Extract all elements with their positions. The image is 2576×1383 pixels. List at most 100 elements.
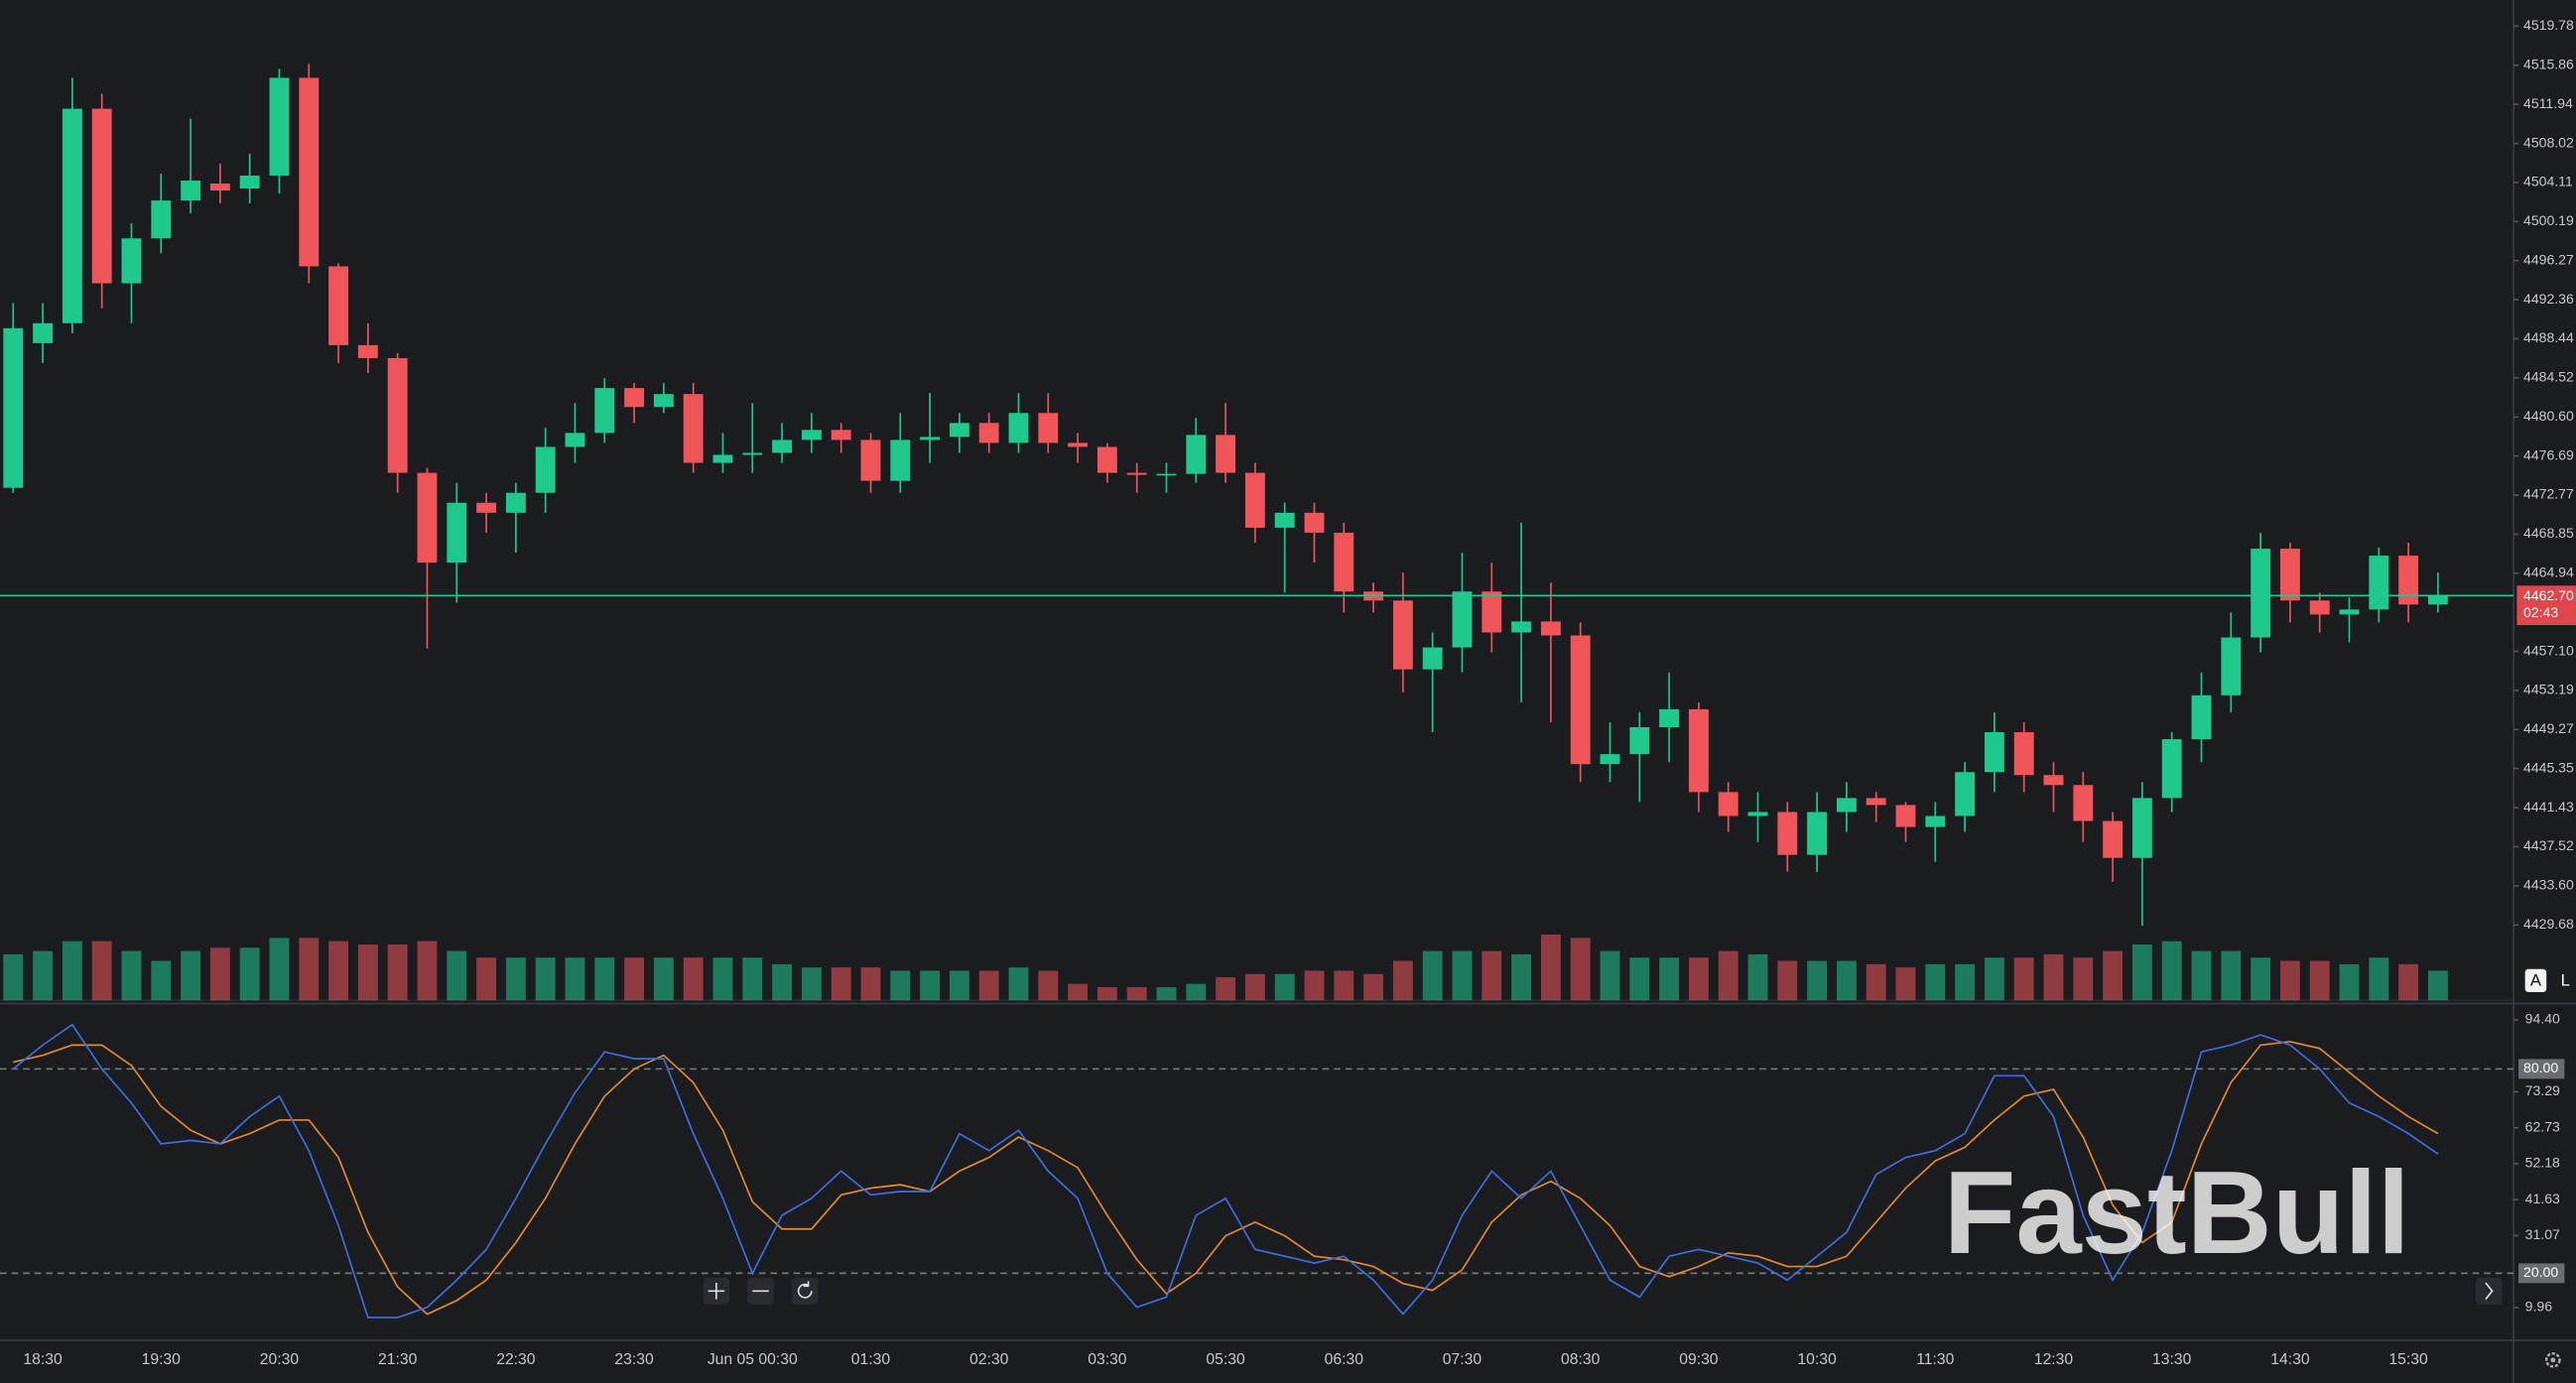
volume-bar (3, 953, 24, 1001)
x-tick-label: 14:30 (2270, 1351, 2310, 1368)
volume-bar (1925, 963, 1946, 1001)
candle-body (209, 184, 230, 191)
candle-body (1244, 472, 1265, 528)
candle-body (535, 446, 556, 493)
candle-body (712, 454, 733, 463)
x-tick-label: 15:30 (2388, 1351, 2428, 1368)
volume-bar (151, 960, 172, 1001)
volume-bar (920, 970, 941, 1001)
volume-bar (1244, 973, 1265, 1001)
x-tick-label: 23:30 (614, 1351, 654, 1368)
zoom-out[interactable] (747, 1278, 774, 1305)
osc-y-tick-label: 9.96 (2525, 1299, 2553, 1315)
scale-button[interactable] (2554, 968, 2576, 992)
volume-bar (1038, 970, 1059, 1001)
volume-bar (1156, 987, 1177, 1001)
volume-bar (62, 941, 82, 1001)
candle-body (1777, 812, 1798, 855)
osc-line-d (13, 1041, 2439, 1316)
settings[interactable] (2544, 1351, 2561, 1368)
osc-y-tick-label: 73.29 (2525, 1082, 2560, 1098)
volume-bar (2221, 950, 2242, 1001)
volume-bar (181, 950, 201, 1001)
candle-body (2013, 732, 2034, 776)
volume-bar (1452, 950, 1473, 1001)
candle-body (1836, 798, 1857, 813)
volume-bar (2043, 953, 2064, 1001)
candle-body (624, 388, 645, 408)
volume-bar (1422, 950, 1443, 1001)
candle-body (772, 440, 793, 453)
x-tick-label: 20:30 (260, 1351, 300, 1368)
candle-body (653, 394, 674, 408)
volume-bar (417, 941, 438, 1001)
candle-body (949, 423, 969, 438)
candle-body (181, 180, 201, 201)
volume-bar (683, 957, 704, 1001)
candle-body (1068, 442, 1089, 447)
volume-bar (269, 938, 290, 1001)
x-tick-label: 06:30 (1325, 1351, 1364, 1368)
volume-bar (2251, 957, 2271, 1001)
volume-bar (1186, 983, 1207, 1001)
volume-bar (742, 957, 763, 1001)
candle-body (2279, 549, 2300, 601)
scroll-right[interactable] (2475, 1278, 2503, 1305)
scale-button-label[interactable]: L (2561, 971, 2570, 990)
volume-bar (1570, 938, 1591, 1001)
volume-bar (1363, 973, 1384, 1001)
candle-body (62, 108, 82, 323)
y-tick-label: 4504.11 (2523, 174, 2573, 189)
scale-button[interactable] (2524, 968, 2547, 992)
volume-bar (1688, 957, 1709, 1001)
y-tick-label: 4508.02 (2523, 134, 2574, 150)
volume-bar (565, 957, 585, 1001)
reset-zoom[interactable] (792, 1278, 819, 1305)
zoom-in[interactable] (703, 1278, 730, 1305)
volume-bar (1334, 970, 1354, 1001)
volume-bar (2131, 943, 2152, 1001)
volume-bar (328, 941, 349, 1001)
y-tick-label: 4453.19 (2523, 682, 2574, 697)
price-tag-bg (2516, 585, 2576, 626)
candle-body (151, 200, 172, 239)
candle-body (2251, 549, 2271, 638)
candle-body (269, 77, 290, 176)
volume-bar (772, 963, 793, 1001)
volume-bar (1866, 963, 1886, 1001)
candle-body (328, 266, 349, 345)
volume-bar (2013, 957, 2034, 1001)
candle-body (505, 492, 526, 513)
volume-bar (239, 947, 260, 1001)
candle-body (2191, 694, 2212, 740)
volume-bar (949, 970, 969, 1001)
volume-bar (1511, 953, 1532, 1001)
candle-body (33, 322, 54, 343)
candle-body (890, 440, 911, 481)
candle-body (1481, 591, 1502, 633)
scale-button-label[interactable]: A (2530, 971, 2541, 990)
volume-bar (91, 941, 112, 1001)
volume-bar (1216, 977, 1236, 1001)
y-tick-label: 4449.27 (2523, 720, 2574, 736)
y-tick-label: 4437.52 (2523, 837, 2574, 853)
volume-bar (1304, 970, 1325, 1001)
y-tick-label: 4468.85 (2523, 525, 2574, 541)
candle-body (920, 437, 941, 440)
candle-body (831, 430, 851, 440)
x-tick-label: 01:30 (851, 1351, 891, 1368)
volume-bar (505, 957, 526, 1001)
candle-body (91, 108, 112, 284)
x-tick-label: 05:30 (1206, 1351, 1245, 1368)
x-tick-label: 19:30 (142, 1351, 182, 1368)
candle-body (1866, 798, 1886, 806)
candle-body (1392, 600, 1413, 670)
volume-bar (121, 950, 142, 1001)
candle-body (1186, 435, 1207, 474)
y-tick-label: 4476.69 (2523, 446, 2574, 462)
volume-bar (1126, 987, 1147, 1001)
candle-body (1955, 772, 1976, 817)
volume-bar (860, 967, 881, 1001)
